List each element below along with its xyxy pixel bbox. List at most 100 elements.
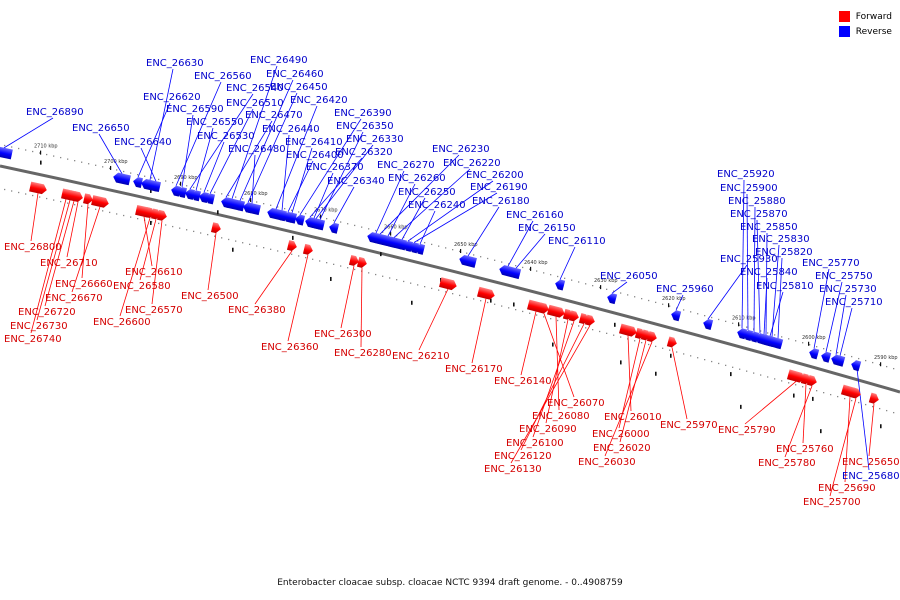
reverse-gene-label: ENC_25820 bbox=[755, 247, 813, 258]
axis-tick-mark bbox=[668, 303, 670, 308]
dotted-guides bbox=[4, 144, 895, 414]
forward-gene-label: ENC_26070 bbox=[547, 398, 605, 409]
axis-tick-label: 2650 kbp bbox=[454, 242, 478, 248]
reverse-label-connector bbox=[825, 281, 843, 352]
reverse-gene-label: ENC_25710 bbox=[825, 297, 883, 308]
reverse-gene-label: ENC_26540 bbox=[226, 83, 284, 94]
forward-gene-label: ENC_26660 bbox=[55, 279, 113, 290]
reverse-label-connector bbox=[239, 79, 294, 201]
gene-labels: ENC_26800 ENC_26710 ENC_26660 ENC_26670 ENC_… bbox=[4, 55, 900, 508]
reverse-label-connector bbox=[707, 264, 748, 320]
reverse-label-connector bbox=[753, 206, 756, 332]
reverse-label-connector bbox=[839, 307, 853, 356]
reverse-label-connector bbox=[741, 179, 745, 329]
forward-gene-label: ENC_26080 bbox=[532, 411, 590, 422]
reverse-label-connector bbox=[559, 246, 576, 280]
legend-reverse: Reverse bbox=[838, 24, 892, 39]
forward-gene-label: ENC_26210 bbox=[392, 351, 450, 362]
reverse-swatch bbox=[838, 26, 850, 37]
forward-gene-glyph bbox=[83, 193, 93, 205]
forward-label-connector bbox=[744, 381, 797, 425]
reverse-gene-label: ENC_26340 bbox=[327, 176, 385, 187]
reverse-gene-label: ENC_26460 bbox=[266, 69, 324, 80]
forward-gene-label: ENC_25650 bbox=[842, 457, 900, 468]
reverse-gene-glyph bbox=[703, 318, 714, 330]
axis-tick-label: 2590 kbp bbox=[874, 355, 898, 361]
axis-tick-label: 2660 kbp bbox=[384, 225, 408, 231]
axis-tick-mark bbox=[600, 285, 602, 290]
legend: Forward Reverse bbox=[838, 9, 892, 39]
forward-gene-glyph bbox=[144, 207, 155, 219]
axis-tick-mark bbox=[40, 150, 42, 155]
forward-gene-label: ENC_26090 bbox=[519, 424, 577, 435]
reverse-gene-label: ENC_26240 bbox=[408, 200, 466, 211]
forward-gene-label: ENC_26730 bbox=[10, 321, 68, 332]
forward-gene-glyph bbox=[302, 243, 313, 255]
reverse-label-connector bbox=[507, 220, 534, 267]
forward-label-connector bbox=[520, 311, 537, 376]
reverse-gene-label: ENC_25960 bbox=[656, 284, 714, 295]
forward-gene-label: ENC_26500 bbox=[181, 291, 239, 302]
reverse-label-connector bbox=[203, 141, 225, 193]
forward-gene-label: ENC_25790 bbox=[718, 425, 776, 436]
reverse-gene-glyph bbox=[0, 146, 13, 160]
forward-gene-glyph bbox=[666, 336, 677, 348]
reverse-label-connector bbox=[195, 127, 214, 191]
reverse-gene-label: ENC_25840 bbox=[740, 267, 798, 278]
reverse-gene-glyph bbox=[309, 218, 320, 229]
axis-tick-mark bbox=[738, 322, 740, 327]
reverse-label-connector bbox=[769, 291, 784, 337]
reverse-gene-label: ENC_26590 bbox=[166, 104, 224, 115]
forward-label-connector bbox=[532, 321, 575, 438]
forward-label-connector bbox=[340, 265, 355, 329]
reverse-label-connector bbox=[231, 65, 278, 199]
reverse-gene-glyph bbox=[459, 254, 477, 268]
forward-gene-glyph bbox=[91, 195, 109, 208]
forward-gene-glyph bbox=[348, 254, 359, 266]
reverse-gene-label: ENC_26890 bbox=[26, 107, 84, 118]
reverse-label-connector bbox=[137, 102, 171, 178]
reverse-label-connector bbox=[315, 144, 374, 219]
reverse-gene-glyph bbox=[235, 200, 246, 212]
forward-gene-label: ENC_26570 bbox=[125, 305, 183, 316]
reverse-gene-glyph bbox=[671, 310, 682, 322]
reverse-gene-glyph bbox=[199, 192, 210, 204]
reverse-gene-label: ENC_26180 bbox=[472, 196, 530, 207]
reverse-gene-glyph bbox=[809, 348, 820, 360]
forward-label-connector bbox=[471, 298, 487, 364]
forward-gene-label: ENC_26600 bbox=[93, 317, 151, 328]
forward-label-connector bbox=[143, 216, 153, 267]
reverse-label-connector bbox=[3, 117, 54, 149]
reverse-gene-label: ENC_26510 bbox=[226, 98, 284, 109]
axis-tick-label: 2690 kbp bbox=[174, 175, 198, 181]
reverse-gene-label: ENC_26410 bbox=[285, 137, 343, 148]
reverse-label-connector bbox=[140, 147, 157, 182]
forward-label-connector bbox=[545, 319, 569, 424]
forward-gene-glyph bbox=[584, 314, 595, 326]
forward-gene-label: ENC_26710 bbox=[40, 258, 98, 269]
forward-gene-glyph bbox=[568, 310, 579, 322]
forward-label-connector bbox=[36, 200, 71, 321]
forward-gene-label: ENC_26030 bbox=[578, 457, 636, 468]
reverse-label-connector bbox=[611, 281, 628, 294]
reverse-gene-glyph bbox=[367, 232, 385, 245]
forward-gene-label: ENC_26580 bbox=[113, 281, 171, 292]
axis-tick-mark bbox=[250, 197, 252, 202]
reverse-label-connector bbox=[763, 277, 768, 335]
reverse-gene-label: ENC_25830 bbox=[752, 234, 810, 245]
forward-gene-glyph bbox=[356, 256, 367, 268]
reverse-gene-label: ENC_26650 bbox=[72, 123, 130, 134]
axis-tick-mark bbox=[808, 341, 810, 346]
forward-label-connector bbox=[360, 267, 363, 348]
forward-gene-glyph bbox=[286, 240, 297, 251]
reverse-gene-label: ENC_26530 bbox=[197, 131, 255, 142]
axis-tick-label: 2680 kbp bbox=[244, 191, 268, 197]
genome-caption: Enterobacter cloacae subsp. cloacae NCTC… bbox=[277, 578, 623, 588]
forward-gene-label: ENC_25970 bbox=[660, 420, 718, 431]
reverse-gene-glyph bbox=[397, 239, 408, 251]
forward-label-connector bbox=[510, 325, 591, 464]
forward-gene-label: ENC_26380 bbox=[228, 305, 286, 316]
forward-gene-label: ENC_25780 bbox=[758, 458, 816, 469]
forward-gene-label: ENC_26610 bbox=[125, 267, 183, 278]
